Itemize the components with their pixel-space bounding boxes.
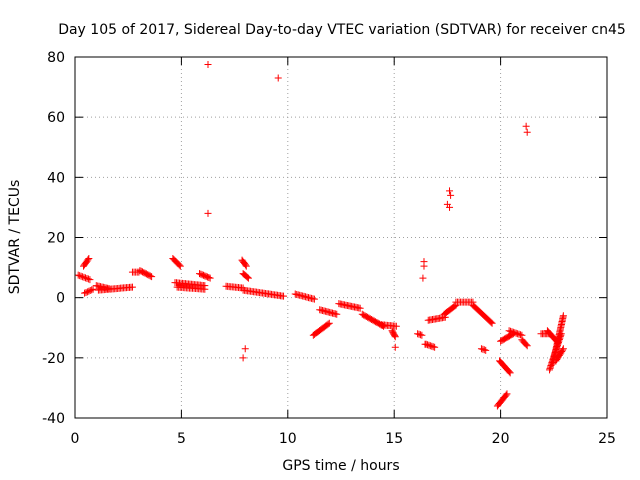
data-track-11 xyxy=(222,282,247,292)
data-point-3 xyxy=(239,354,247,362)
y-tick-label: 60 xyxy=(47,110,65,126)
chart-title: Day 105 of 2017, Sidereal Day-to-day VTE… xyxy=(58,22,626,38)
y-tick-label: -40 xyxy=(42,411,65,427)
y-tick-label: -20 xyxy=(42,351,65,367)
data-track-5 xyxy=(128,268,143,276)
data-track-27 xyxy=(469,301,496,327)
data-track-8 xyxy=(171,279,209,290)
data-track-32 xyxy=(505,327,526,339)
data-point-15 xyxy=(523,128,531,136)
data-track-17 xyxy=(316,306,341,318)
data-point-10 xyxy=(446,187,454,195)
data-track-21 xyxy=(388,327,399,341)
x-axis-label: GPS time / hours xyxy=(282,458,399,474)
data-track-13 xyxy=(238,256,250,270)
data-track-18 xyxy=(335,300,364,312)
x-tick-label: 20 xyxy=(492,431,510,447)
data-point-0 xyxy=(204,61,212,69)
grid-lines xyxy=(75,57,607,418)
data-track-2 xyxy=(81,285,97,297)
y-tick-label: 20 xyxy=(47,231,65,247)
y-tick-label: 0 xyxy=(56,291,65,307)
x-tick-label: 5 xyxy=(177,431,186,447)
data-layer xyxy=(74,61,567,410)
data-track-9 xyxy=(173,283,209,293)
y-tick-label: 80 xyxy=(47,50,65,66)
data-track-30 xyxy=(496,357,514,377)
x-tick-label: 15 xyxy=(385,431,403,447)
data-track-1 xyxy=(80,255,93,270)
x-tick-label: 0 xyxy=(71,431,80,447)
data-point-2 xyxy=(204,209,212,217)
data-track-15 xyxy=(291,290,318,303)
data-track-6 xyxy=(136,267,156,281)
data-track-4 xyxy=(94,283,136,294)
data-track-29 xyxy=(493,390,511,410)
data-track-22 xyxy=(414,330,426,339)
data-point-6 xyxy=(420,262,428,270)
data-track-14 xyxy=(239,270,252,282)
data-point-11 xyxy=(447,191,455,199)
data-point-1 xyxy=(274,74,282,82)
data-track-10 xyxy=(195,270,214,282)
data-point-13 xyxy=(446,203,454,211)
data-track-33 xyxy=(518,336,531,350)
data-track-0 xyxy=(74,271,94,284)
data-track-25 xyxy=(440,301,460,318)
data-track-7 xyxy=(169,255,184,270)
y-tick-label: 40 xyxy=(47,170,65,186)
data-track-26 xyxy=(452,298,477,306)
y-axis-label: SDTVAR / TECUs xyxy=(7,180,23,295)
data-track-28 xyxy=(477,345,490,354)
axis-ticks: 0 5 10 15 20 25 -40 -20 0 20 40 60 80 xyxy=(42,50,616,447)
data-point-14 xyxy=(522,122,530,130)
x-tick-label: 10 xyxy=(279,431,297,447)
x-tick-label: 25 xyxy=(598,431,616,447)
data-track-38 xyxy=(552,345,567,365)
data-track-12 xyxy=(239,286,288,300)
data-point-7 xyxy=(419,274,427,282)
data-point-9 xyxy=(391,343,399,351)
data-track-16 xyxy=(309,319,333,339)
data-point-8 xyxy=(421,340,429,348)
data-track-20 xyxy=(377,321,400,330)
data-point-4 xyxy=(241,345,249,353)
